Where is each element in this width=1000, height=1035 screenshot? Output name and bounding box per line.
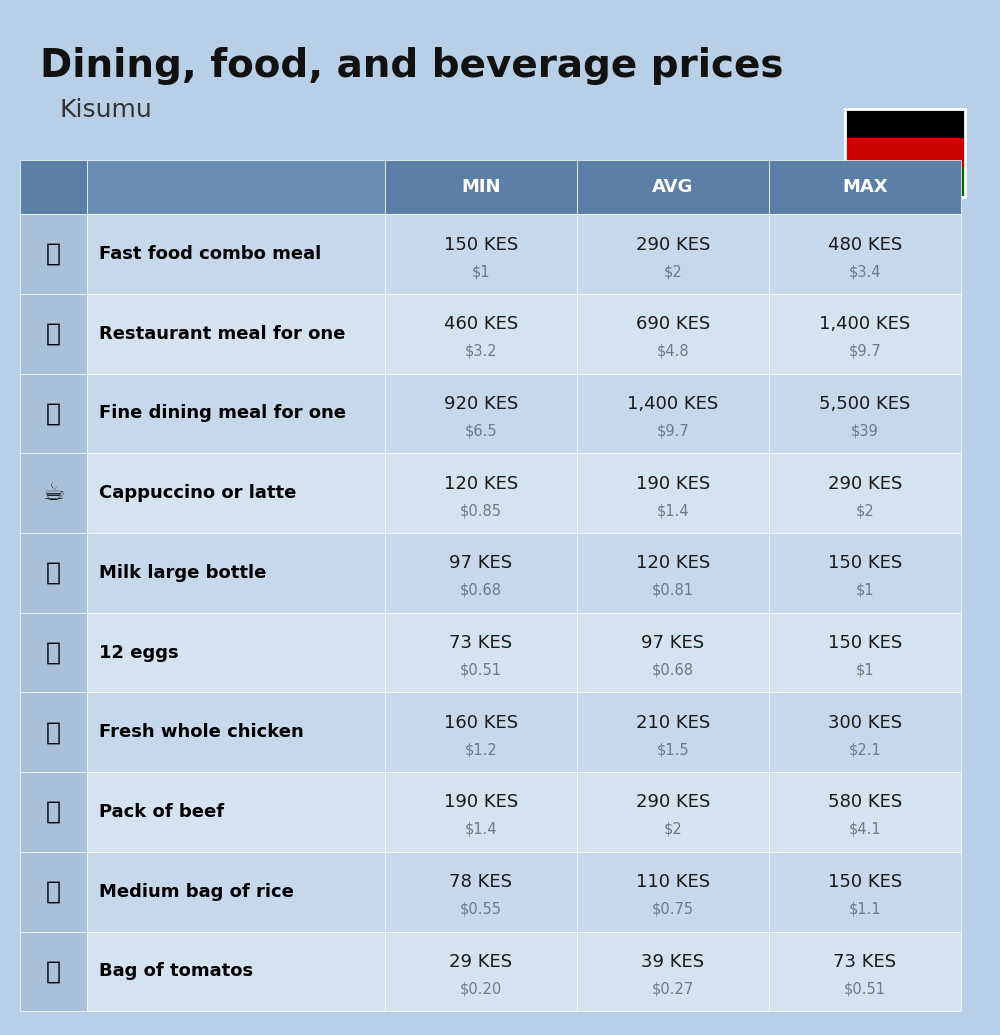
Text: 1,400 KES: 1,400 KES (627, 395, 718, 413)
Text: Fine dining meal for one: Fine dining meal for one (99, 405, 346, 422)
Text: MAX: MAX (842, 178, 888, 197)
Text: $0.75: $0.75 (652, 901, 694, 917)
Text: $39: $39 (851, 423, 879, 439)
Text: 120 KES: 120 KES (444, 475, 518, 493)
Text: Cappuccino or latte: Cappuccino or latte (99, 484, 297, 502)
Text: 🥚: 🥚 (46, 641, 61, 664)
Text: $0.27: $0.27 (652, 981, 694, 997)
Text: 78 KES: 78 KES (449, 874, 512, 891)
Text: 120 KES: 120 KES (636, 555, 710, 572)
Text: Dining, food, and beverage prices: Dining, food, and beverage prices (40, 47, 784, 85)
Text: Bag of tomatos: Bag of tomatos (99, 963, 253, 980)
Text: 210 KES: 210 KES (636, 714, 710, 732)
Text: 29 KES: 29 KES (449, 953, 512, 971)
Text: $1: $1 (471, 264, 490, 279)
Text: ☕: ☕ (42, 481, 65, 505)
Text: $2: $2 (663, 822, 682, 837)
Text: $1.2: $1.2 (464, 742, 497, 758)
Text: $1: $1 (855, 662, 874, 678)
Text: 290 KES: 290 KES (636, 236, 710, 254)
Text: $0.51: $0.51 (460, 662, 502, 678)
Text: 150 KES: 150 KES (828, 634, 902, 652)
Text: 190 KES: 190 KES (636, 475, 710, 493)
Text: 🥛: 🥛 (46, 561, 61, 585)
Text: $2.1: $2.1 (848, 742, 881, 758)
Text: $2: $2 (855, 503, 874, 519)
Text: 1,400 KES: 1,400 KES (819, 316, 910, 333)
Text: 300 KES: 300 KES (828, 714, 902, 732)
Text: $9.7: $9.7 (848, 344, 881, 359)
Text: $0.85: $0.85 (460, 503, 502, 519)
Text: Medium bag of rice: Medium bag of rice (99, 883, 294, 900)
Text: 🍳: 🍳 (46, 322, 61, 346)
Text: $0.20: $0.20 (460, 981, 502, 997)
Text: $9.7: $9.7 (656, 423, 689, 439)
Text: $1.5: $1.5 (656, 742, 689, 758)
Text: $6.5: $6.5 (464, 423, 497, 439)
Text: 🍅: 🍅 (46, 959, 61, 983)
Polygon shape (888, 125, 922, 180)
Text: 110 KES: 110 KES (636, 874, 710, 891)
Text: $3.4: $3.4 (849, 264, 881, 279)
Text: Restaurant meal for one: Restaurant meal for one (99, 325, 346, 343)
Text: $1.1: $1.1 (848, 901, 881, 917)
Text: $0.81: $0.81 (652, 583, 694, 598)
Text: 73 KES: 73 KES (449, 634, 512, 652)
Text: 97 KES: 97 KES (641, 634, 704, 652)
Text: 150 KES: 150 KES (828, 555, 902, 572)
Text: 150 KES: 150 KES (828, 874, 902, 891)
Text: 🍔: 🍔 (46, 242, 61, 266)
Text: 290 KES: 290 KES (828, 475, 902, 493)
Text: 73 KES: 73 KES (833, 953, 896, 971)
Text: 460 KES: 460 KES (444, 316, 518, 333)
Text: $3.2: $3.2 (464, 344, 497, 359)
Text: Kisumu: Kisumu (60, 98, 153, 122)
Text: 12 eggs: 12 eggs (99, 644, 179, 661)
Text: $0.55: $0.55 (460, 901, 502, 917)
Text: 290 KES: 290 KES (636, 794, 710, 811)
Text: 480 KES: 480 KES (828, 236, 902, 254)
Text: 🍚: 🍚 (46, 880, 61, 904)
Text: Milk large bottle: Milk large bottle (99, 564, 267, 582)
Text: $0.68: $0.68 (652, 662, 694, 678)
Text: $4.8: $4.8 (656, 344, 689, 359)
Text: 🍗: 🍗 (46, 720, 61, 744)
Text: MIN: MIN (461, 178, 501, 197)
Text: Fresh whole chicken: Fresh whole chicken (99, 723, 304, 741)
Text: 5,500 KES: 5,500 KES (819, 395, 910, 413)
Text: 190 KES: 190 KES (444, 794, 518, 811)
Text: $0.51: $0.51 (844, 981, 886, 997)
Text: 97 KES: 97 KES (449, 555, 512, 572)
Text: 920 KES: 920 KES (444, 395, 518, 413)
Text: $1.4: $1.4 (464, 822, 497, 837)
Text: 🥩: 🥩 (46, 800, 61, 824)
Text: $2: $2 (663, 264, 682, 279)
Text: 160 KES: 160 KES (444, 714, 518, 732)
Text: $0.68: $0.68 (460, 583, 502, 598)
Text: 580 KES: 580 KES (828, 794, 902, 811)
Text: Pack of beef: Pack of beef (99, 803, 224, 821)
Text: 39 KES: 39 KES (641, 953, 704, 971)
Text: $4.1: $4.1 (848, 822, 881, 837)
Text: 150 KES: 150 KES (444, 236, 518, 254)
Text: $1.4: $1.4 (656, 503, 689, 519)
Text: AVG: AVG (652, 178, 693, 197)
Text: $1: $1 (855, 583, 874, 598)
Text: 690 KES: 690 KES (636, 316, 710, 333)
Text: Fast food combo meal: Fast food combo meal (99, 245, 321, 263)
Text: 🍽️: 🍽️ (46, 402, 61, 425)
